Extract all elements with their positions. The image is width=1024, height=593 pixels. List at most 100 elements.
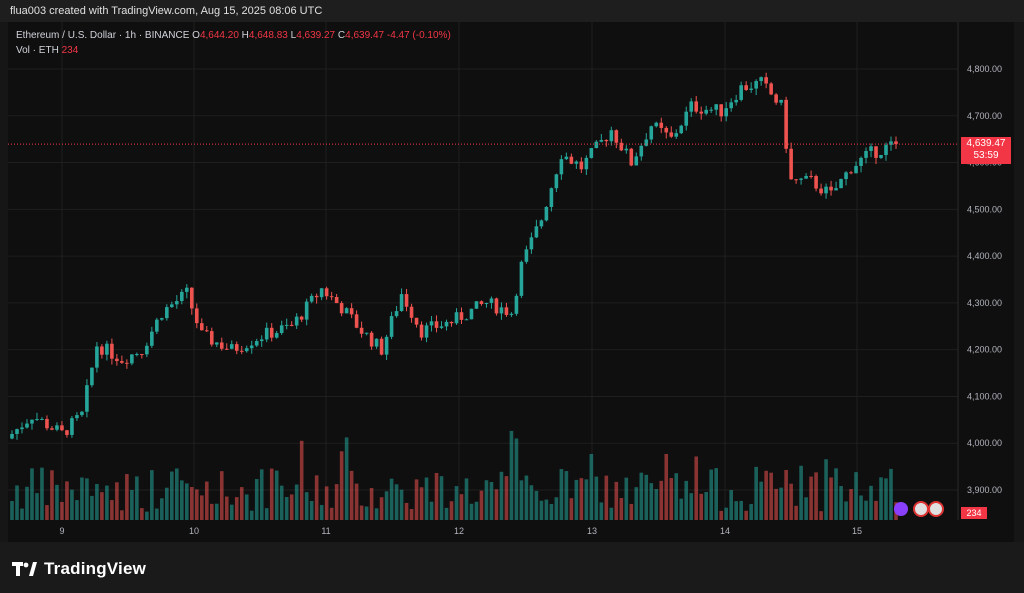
- volume-bar: [604, 475, 609, 520]
- candle-body: [439, 326, 444, 328]
- candle-body: [244, 348, 249, 352]
- candle-body: [219, 342, 224, 349]
- volume-bar: [160, 498, 164, 520]
- volume-bar: [130, 490, 134, 520]
- candle-body: [214, 342, 219, 345]
- candle-body: [459, 312, 464, 320]
- candle-body: [140, 354, 144, 356]
- volume-bar: [549, 504, 554, 520]
- candle-body: [429, 321, 434, 326]
- y-tick-label: 4,400.00: [967, 251, 1002, 261]
- symbol-header: Ethereum / U.S. Dollar · 1h · BINANCE O4…: [16, 30, 451, 41]
- candle-body: [894, 141, 898, 145]
- candle-body: [854, 165, 858, 174]
- candle-body: [115, 358, 119, 362]
- y-tick-label: 4,700.00: [967, 111, 1002, 121]
- tradingview-logo-icon: [12, 561, 38, 577]
- candle-body: [60, 425, 64, 431]
- volume-bar: [194, 489, 199, 520]
- candle-body: [664, 127, 669, 133]
- candle-body: [234, 344, 239, 351]
- volume-bar: [95, 483, 99, 520]
- volume-bar: [534, 490, 539, 520]
- candle-body: [45, 418, 49, 429]
- volume-bar: [259, 469, 264, 520]
- candle-body: [734, 99, 738, 103]
- volume-bar: [125, 474, 129, 520]
- volume-bar: [120, 510, 124, 520]
- candle-body: [409, 306, 414, 318]
- volume-header: Vol · ETH 234: [16, 45, 78, 56]
- candle-body: [694, 101, 699, 112]
- candle-body: [714, 104, 719, 110]
- change-value: -4.47 (-0.10%): [386, 30, 451, 41]
- candle-body: [449, 321, 454, 324]
- candle-body: [604, 139, 609, 142]
- y-tick-label: 4,300.00: [967, 298, 1002, 308]
- volume-bar: [214, 503, 219, 520]
- volume-bar: [309, 501, 314, 520]
- candle-body: [160, 318, 164, 320]
- volume-bar: [324, 486, 329, 520]
- tradingview-logo[interactable]: TradingView: [12, 559, 146, 579]
- volume-bar: [349, 470, 354, 520]
- volume-bar: [100, 492, 104, 520]
- x-tick-label: 11: [321, 526, 330, 536]
- volume-bar: [334, 484, 339, 520]
- candle-body: [264, 327, 269, 340]
- volume-bar: [105, 485, 109, 520]
- volume-bar: [429, 501, 434, 520]
- candle-body: [135, 354, 139, 356]
- volume-bar: [35, 493, 39, 520]
- x-tick-label: 9: [59, 526, 64, 536]
- volume-bar: [304, 492, 309, 520]
- volume-bar: [80, 477, 84, 520]
- volume-bar: [369, 488, 374, 520]
- volume-bar: [404, 502, 409, 520]
- volume-bar: [524, 475, 529, 520]
- candle-body: [769, 83, 773, 95]
- volume-bar: [714, 468, 719, 520]
- candle-body: [130, 354, 134, 364]
- volume-bar: [539, 500, 544, 520]
- candle-body: [544, 206, 549, 221]
- volume-bar: [729, 490, 733, 520]
- candle-body: [709, 109, 714, 111]
- candle-body: [834, 188, 838, 191]
- volume-bar: [814, 472, 818, 520]
- candle-body: [524, 249, 529, 262]
- candle-body: [279, 325, 284, 334]
- candle-body: [204, 330, 209, 332]
- candle-body: [859, 157, 863, 166]
- candle-body: [185, 287, 189, 292]
- candle-body: [289, 324, 294, 326]
- candle-body: [344, 308, 349, 314]
- volume-bar: [769, 472, 773, 520]
- volume-bar: [619, 498, 624, 520]
- volume-bar: [329, 507, 334, 520]
- candle-body: [514, 295, 519, 314]
- candle-body: [869, 146, 873, 151]
- volume-bar: [339, 451, 344, 520]
- candle-body: [679, 125, 684, 134]
- volume-bar: [75, 500, 79, 520]
- volume-bar: [644, 474, 649, 520]
- volume-bar: [199, 495, 204, 520]
- candle-body: [649, 126, 654, 140]
- volume-bar: [889, 468, 893, 520]
- volume-bar: [170, 471, 174, 520]
- volume-bar: [724, 507, 728, 520]
- volume-bar: [115, 482, 119, 520]
- volume-bar: [65, 481, 69, 520]
- volume-bar: [254, 479, 259, 520]
- candle-body: [199, 323, 204, 331]
- volume-bar: [519, 480, 524, 520]
- candle-body: [314, 295, 319, 298]
- volume-bar: [609, 507, 614, 520]
- flag-marker-icon: [913, 501, 929, 517]
- candle-body: [534, 226, 539, 238]
- volume-bar: [145, 511, 149, 520]
- candle-body: [329, 296, 334, 298]
- volume-bar: [140, 508, 144, 520]
